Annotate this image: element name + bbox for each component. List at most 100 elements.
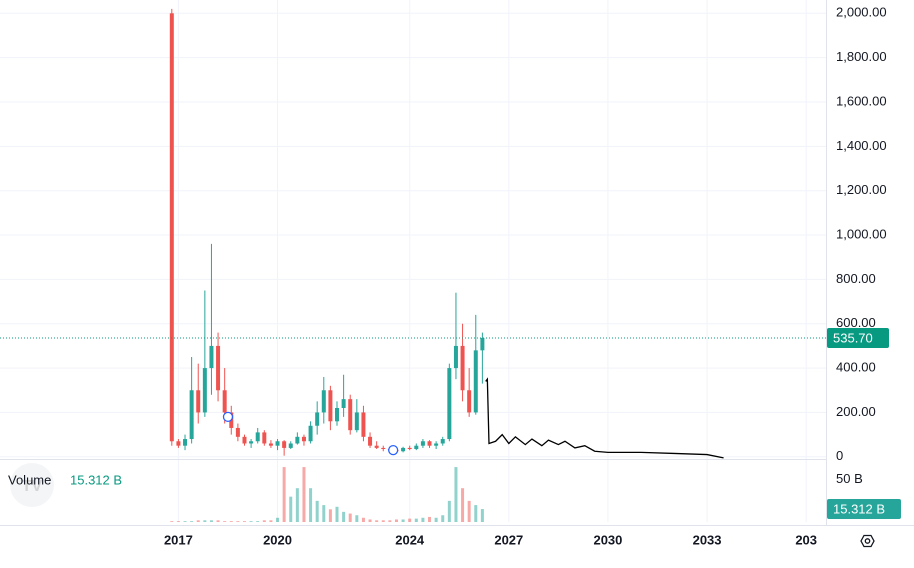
volume-bar [328, 509, 332, 522]
volume-bar [256, 521, 260, 522]
volume-bar [421, 517, 425, 522]
x-tick-label: 2024 [395, 532, 425, 547]
svg-text:TV: TV [22, 478, 43, 495]
candle-body [308, 425, 313, 442]
volume-bar [242, 521, 246, 522]
candle-body [480, 337, 485, 351]
candle-body [169, 13, 174, 442]
volume-bar [474, 505, 478, 522]
candle-body [348, 399, 353, 431]
y-tick-label: 800.00 [836, 271, 876, 286]
candle-body [268, 443, 273, 446]
event-marker [388, 444, 399, 456]
projection-line [485, 377, 724, 459]
volume-tick-label: 50 B [836, 471, 863, 486]
volume-bar [408, 518, 412, 522]
volume-bar [428, 516, 432, 522]
volume-bar [361, 517, 365, 522]
volume-badge [827, 499, 901, 520]
y-tick-label: 1,600.00 [836, 93, 887, 108]
last-price-badge [827, 327, 889, 348]
volume-bar [170, 521, 174, 522]
candle-body [361, 412, 366, 437]
candle-body [262, 432, 267, 444]
candle-body [282, 441, 287, 448]
volume-bar [381, 520, 385, 522]
volume-bar [236, 521, 240, 522]
candle-body [341, 399, 346, 408]
candle-body [467, 390, 472, 413]
volume-bar [209, 520, 213, 522]
volume-bar [309, 488, 313, 522]
y-tick-label: 1,000.00 [836, 226, 887, 241]
volume-bar [269, 520, 273, 522]
x-tick-label: 2020 [263, 532, 292, 547]
volume-bar [223, 521, 227, 522]
candle-body [381, 447, 386, 450]
candle-body [275, 441, 280, 446]
candle-body [249, 441, 254, 444]
candle-body [335, 408, 340, 422]
candle-body [440, 439, 445, 444]
candle-body [189, 390, 194, 440]
candle-body [301, 436, 306, 442]
candle-body [295, 436, 300, 444]
volume-bar [480, 509, 484, 522]
volume-bar [216, 520, 220, 522]
volume-bar [454, 467, 458, 522]
volume-bar [394, 519, 398, 522]
volume-bar [289, 496, 293, 522]
event-marker [222, 411, 234, 423]
candle-body [374, 445, 379, 448]
candle-body [222, 390, 227, 413]
candle-body [434, 443, 439, 446]
candle-body [401, 447, 406, 452]
candle-body [328, 390, 333, 422]
volume-value: 15.312 B [70, 472, 122, 487]
candle-body [321, 390, 326, 413]
candle-body [202, 368, 207, 413]
volume-bar [282, 467, 286, 522]
volume-bar [368, 519, 372, 522]
candle-body [235, 427, 240, 437]
y-tick-label: 400.00 [836, 360, 876, 375]
x-tick-label: 203 [795, 532, 817, 547]
volume-bar [295, 488, 299, 522]
candle-body [460, 345, 465, 391]
candle-body [176, 441, 181, 446]
candle-body [420, 441, 425, 446]
candle-body [242, 436, 247, 444]
x-tick-label: 2017 [164, 532, 193, 547]
y-tick-label: 0 [836, 448, 843, 463]
settings-button[interactable] [860, 534, 875, 548]
candle-body [447, 368, 452, 440]
candle-body [183, 439, 188, 446]
volume-bar [302, 467, 306, 522]
volume-bar [229, 521, 233, 522]
volume-bar [183, 521, 187, 522]
candle-body [473, 350, 478, 413]
volume-title: Volume [8, 472, 51, 487]
candle-body [453, 345, 458, 369]
volume-bar [434, 517, 438, 522]
candle-body [414, 445, 419, 450]
candle-body [354, 412, 359, 431]
plot-layer [0, 0, 826, 522]
volume-bar [414, 518, 418, 522]
y-tick-label: 1,800.00 [836, 49, 887, 64]
volume-bar [375, 520, 379, 522]
volume-bar [276, 517, 280, 522]
candle-body [315, 412, 320, 426]
y-tick-label: 600.00 [836, 315, 876, 330]
volume-last-label: 15.312 B [833, 501, 885, 516]
volume-bar [447, 500, 451, 522]
volume-bar [467, 500, 471, 522]
volume-bar [322, 505, 326, 522]
volume-bar [348, 513, 352, 522]
x-tick-label: 2027 [494, 532, 523, 547]
volume-bar [262, 520, 266, 522]
candle-body [288, 443, 293, 448]
volume-bar [196, 520, 200, 522]
y-tick-label: 1,400.00 [836, 138, 887, 153]
candle-body [407, 447, 412, 450]
